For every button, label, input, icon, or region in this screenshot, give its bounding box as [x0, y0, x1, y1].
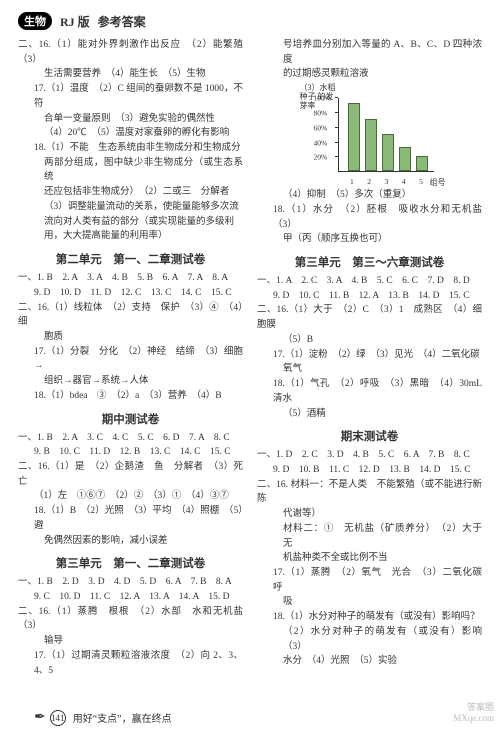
mcq-line: 9. D 10. D 11. D 12. C 13. C 14. C 15. C: [18, 286, 243, 301]
chart-ytick: 60%: [314, 123, 328, 132]
text-line: 两部分组成，图中缺少非生物成分（或生态系统: [18, 156, 243, 185]
text-line: （4）20℃ （5）温度对家蚕卵的孵化有影响: [18, 126, 243, 141]
text-line: 二、16.（1）蒸腾 根根 （2）水部 水和无机盐 （3）: [18, 605, 243, 634]
header-subtitle: 参考答案: [98, 13, 146, 30]
chart-xtick: 3: [385, 177, 389, 186]
text-line: 机盐种类不全或比例不当: [257, 551, 482, 566]
text-line: 18.（1）水分对种子的萌发有（或没有）影响吗？: [257, 610, 482, 625]
chart-ytick: 100%: [314, 94, 332, 103]
chart-bar: [399, 147, 411, 171]
chart-bar: [382, 134, 394, 171]
content-columns: 二、16.（1）能对外界刺激作出反应 （2）能繁殖 （3） 生活需要营养 （4）…: [18, 38, 482, 678]
text-line: （4）抑制 （5）多次（重复）: [257, 188, 482, 203]
text-line: 18.（1）bdea ③ （2）a （3）营养 （4）B: [18, 389, 243, 404]
text-line: 用，大大提高能量的利用率）: [18, 229, 243, 244]
chart-ytick: 80%: [314, 108, 328, 117]
subject-badge: 生物: [18, 12, 52, 30]
page-footer: ✒︎ 141 用好“支点”，赢在终点: [0, 709, 500, 726]
text-line: 17.（1）分裂 分化 （2）神经 结缔 （3）细胞→: [18, 345, 243, 374]
mcq-line: 9. D 10. B 11. C 12. D 13. B 14. D 15. C: [257, 463, 482, 478]
text-line: 的过期感灵颗粒溶液: [257, 67, 482, 82]
mcq-line: 9. B 10. C 11. D 12. B 13. C 14. C 15. C: [18, 445, 243, 460]
text-line: 17.（1）淀粉 （2）绿 （3）见光 （4）二氧化碳: [257, 348, 482, 363]
mcq-line: 一、1. B 2. D 3. D 4. D 5. D 6. A 7. B 8. …: [18, 575, 243, 590]
mcq-line: 一、1. B 2. A 3. C 4. C 5. C 6. D 7. A 8. …: [18, 431, 243, 446]
text-line: （2）水分对种子的萌发有（或没有）影响 （3）: [257, 625, 482, 654]
text-line: 代谢等）: [257, 507, 482, 522]
chart-xtick: 1: [350, 177, 354, 186]
chart-xlabel: 组号: [430, 177, 446, 188]
text-line: 免偶然因素的影响，减小误差: [18, 534, 243, 549]
text-line: 甲（丙（顺序互换也可）: [257, 232, 482, 247]
text-line: 二、16.（1）是 （2）企鹅渣 鱼 分解者 （3）死亡: [18, 460, 243, 489]
text-line: 二、16.（1）大于 （2）C （3）1 成熟区 （4）细胞膜: [257, 303, 482, 332]
text-line: 生活需要营养 （4）能生长 （5）生物: [18, 67, 243, 82]
mcq-line: 9. C 10. D 11. C 12. A 13. A 14. A 15. D: [18, 590, 243, 605]
chart-ytick: 20%: [314, 153, 328, 162]
text-line: （3）调整能量流动的关系，使能量能够多次流: [18, 200, 243, 215]
text-line: （5）B: [257, 333, 482, 348]
text-line: （5）酒精: [257, 407, 482, 422]
left-block-1: 二、16.（1）能对外界刺激作出反应 （2）能繁殖 （3） 生活需要营养 （4）…: [18, 38, 243, 244]
text-line: 18.（1）水分 （2）胚根 吸收水分和无机盐 （3）: [257, 203, 482, 232]
section-title-unit2: 第二单元 第一、二章测试卷: [18, 251, 243, 267]
text-line: 18.（1）不能 生态系统由非生物成分和生物成分: [18, 141, 243, 156]
chart-bar: [365, 119, 377, 171]
mcq-line: 9. D 10. C 11. B 12. A 13. B 14. D 15. C: [257, 289, 482, 304]
chart-ytick: 40%: [314, 138, 328, 147]
text-line: 17.（1）蒸腾 （2）氧气 光合 （3）二氧化碳 呼: [257, 566, 482, 595]
section-title-midterm: 期中测试卷: [18, 411, 243, 427]
watermark: 答案圈 MXqe.com: [453, 702, 494, 724]
chart-bar: [348, 103, 360, 171]
text-line: 氧气: [257, 362, 482, 377]
text-line: 18.（1）气孔 （2）呼吸 （3）黑暗 （4）30mL 清水: [257, 377, 482, 406]
text-line: 水分 （4）光照 （5）实验: [257, 654, 482, 669]
chart-wrap: （3）水稻种子 的发芽率 组号 12345 100%80%60%40%20%: [257, 86, 482, 186]
feather-icon: ✒︎: [34, 709, 46, 726]
text-line: 二、16. 材料一：不是人类 不能繁殖（或不能进行新陈: [257, 478, 482, 507]
page-number: 141: [50, 710, 66, 726]
footer-text: 用好“支点”，赢在终点: [73, 710, 172, 725]
chart-xtick: 4: [402, 177, 406, 186]
text-line: 号培养皿分别加入等量的 A、B、C、D 四种浓度: [257, 38, 482, 67]
watermark-line1: 答案圈: [453, 702, 494, 713]
right-column: 号培养皿分别加入等量的 A、B、C、D 四种浓度 的过期感灵颗粒溶液 （3）水稻…: [257, 38, 482, 678]
text-line: 材料二：① 无机盐（矿质养分） （2）大于 无: [257, 522, 482, 551]
text-line: 组织→器官→系统→人体: [18, 374, 243, 389]
chart-xtick: 5: [419, 177, 423, 186]
version-label: RJ 版: [60, 13, 90, 30]
chart-xtick: 2: [367, 177, 371, 186]
text-line: 流向对人类有益的部分（或实现能量的多级利: [18, 215, 243, 230]
germination-bar-chart: （3）水稻种子 的发芽率 组号 12345 100%80%60%40%20%: [300, 86, 440, 186]
mcq-line: 一、1. D 2. C 3. D 4. B 5. C 6. A 7. B 8. …: [257, 448, 482, 463]
chart-bar: [416, 156, 428, 171]
page-header: 生物 RJ 版 参考答案: [18, 12, 482, 30]
text-line: 还应包括非生物成分） （2）二或三 分解者: [18, 185, 243, 200]
text-line: 二、16.（1）线粒体 （2）支持 保护 （3）④ （4）细: [18, 301, 243, 330]
text-line: 合单一变量原则 （3）避免实验的偶然性: [18, 112, 243, 127]
watermark-line2: MXqe.com: [453, 713, 494, 724]
mcq-line: 一、1. B 2. A 3. A 4. B 5. B 6. A 7. A 8. …: [18, 271, 243, 286]
text-line: 17.（1）温度 （2）C 组间的蚕卵数不是 1000，不符: [18, 82, 243, 111]
text-line: 17.（1）过期清灵颗粒溶液浓度 （2）向 2、3、4、5: [18, 649, 243, 678]
text-line: 吸: [257, 595, 482, 610]
text-line: 胞质: [18, 330, 243, 345]
section-title-final: 期末测试卷: [257, 428, 482, 444]
section-title-unit3b: 第三单元 第三～六章测试卷: [257, 254, 482, 270]
text-line: 18.（1）B （2）光照 （3）平均 （4）照棚 （5）避: [18, 504, 243, 533]
text-line: （1）左 ①⑥⑦ （2）② （3）① （4）③⑦: [18, 489, 243, 504]
section-title-unit3a: 第三单元 第一、二章测试卷: [18, 555, 243, 571]
chart-axes: [338, 98, 434, 172]
mcq-line: 一、1. A 2. C 3. A 4. B 5. C 6. C 7. D 8. …: [257, 274, 482, 289]
left-column: 二、16.（1）能对外界刺激作出反应 （2）能繁殖 （3） 生活需要营养 （4）…: [18, 38, 243, 678]
text-line: 二、16.（1）能对外界刺激作出反应 （2）能繁殖 （3）: [18, 38, 243, 67]
text-line: 输导: [18, 634, 243, 649]
